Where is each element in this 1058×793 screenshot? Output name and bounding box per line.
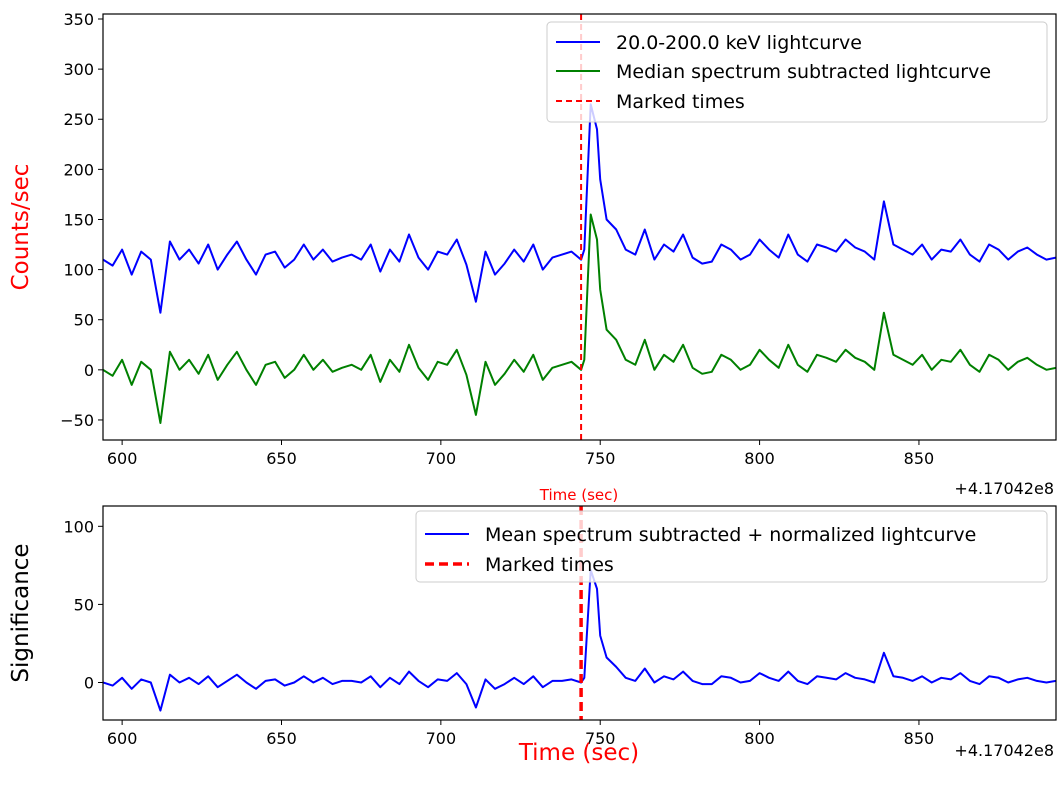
top-x-tick-label: 850 [904,449,935,468]
bottom-y-axis-label: Significance [8,543,34,682]
top-y-tick-label: 50 [74,311,94,330]
bottom-x-axis-label: Time (sec) [518,740,639,766]
top-legend-box [546,21,1048,123]
top-y-tick-label: 250 [63,110,94,129]
top-panel: 600 650 700 750 800 850 −50 0 50 100 150 200 250 300 3… [8,10,1057,504]
top-y-tick-label: 200 [63,160,94,179]
bottom-x-tick-label: 800 [744,729,775,748]
bottom-legend-label-2: Marked times [485,554,614,576]
bottom-x-tick-label: 750 [585,729,616,748]
top-axis-ticks: 600 650 700 750 800 850 −50 0 50 100 150 200 250 300 3… [60,10,934,468]
bottom-x-tick-label: 850 [904,729,935,748]
top-y-tick-label: −50 [60,411,94,430]
bottom-legend-label-1: Mean spectrum subtracted + normalized li… [485,524,976,546]
top-y-axis-label: Counts/sec [8,164,34,291]
top-x-tick-label: 750 [585,449,616,468]
top-legend-label-3: Marked times [616,91,745,113]
top-y-tick-label: 150 [63,210,94,229]
bottom-y-tick-label: 50 [74,595,94,614]
bottom-x-tick-label: 700 [426,729,457,748]
top-legend-label-2: Median spectrum subtracted lightcurve [616,61,991,83]
bottom-plot-frame [102,505,1057,721]
top-legend: 20.0-200.0 keV lightcurve Median spectru… [546,21,1048,123]
top-x-tick-label: 800 [744,449,775,468]
bottom-x-tick-label: 600 [107,729,138,748]
bottom-legend-box [415,510,1048,583]
bottom-panel: 600 650 700 750 800 850 0 50 100 Time (sec) +4.1… [8,505,1057,766]
bottom-y-tick-label: 100 [63,517,94,536]
top-x-axis-label: Time (sec) [539,486,618,504]
top-x-tick-label: 650 [266,449,297,468]
bottom-y-tick-label: 0 [84,674,94,693]
bottom-x-tick-label: 650 [266,729,297,748]
bottom-x-offset-label: +4.17042e8 [954,741,1054,760]
top-series-2-line [103,213,1056,424]
top-y-tick-label: 350 [63,10,94,29]
bottom-legend: Mean spectrum subtracted + normalized li… [415,510,1048,583]
bottom-series-1-line [103,569,1056,712]
bottom-axis-ticks: 600 650 700 750 800 850 0 50 100 [63,517,934,748]
top-series-1-line [103,103,1056,314]
top-legend-label-1: 20.0-200.0 keV lightcurve [616,32,862,54]
top-y-tick-label: 0 [84,361,94,380]
top-x-tick-label: 700 [426,449,457,468]
top-y-tick-label: 300 [63,60,94,79]
top-x-offset-label: +4.17042e8 [954,479,1054,498]
top-plot-frame [102,13,1057,441]
top-y-tick-label: 100 [63,261,94,280]
top-x-tick-label: 600 [107,449,138,468]
